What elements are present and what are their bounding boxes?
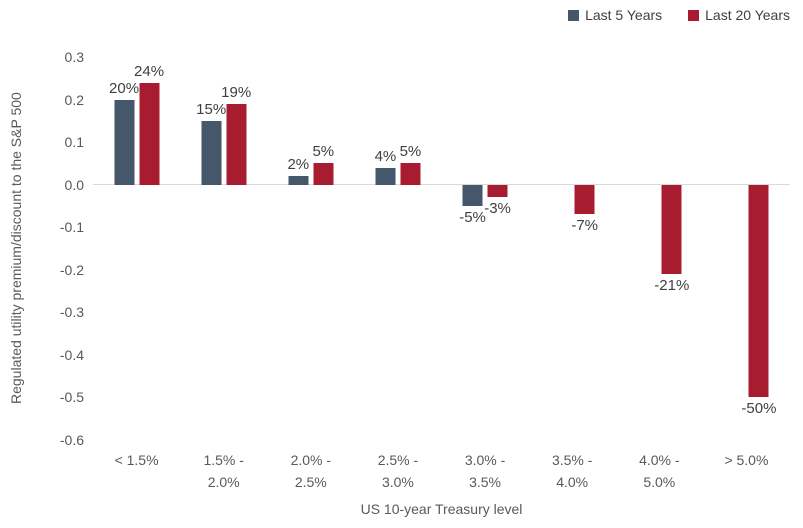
x-tick-label: 2.0% -2.5%: [290, 452, 332, 490]
y-tick-label: -0.5: [59, 389, 84, 406]
x-axis-title: US 10-year Treasury level: [360, 501, 523, 517]
legend: Last 5 Years Last 20 Years: [568, 7, 790, 23]
data-label: 24%: [134, 62, 165, 80]
y-tick-label: 0.2: [64, 91, 84, 108]
bar-last-5-years: [288, 176, 309, 185]
data-label: 5%: [312, 143, 335, 161]
y-tick-label: -0.4: [59, 346, 84, 363]
bar-last-20-years: [661, 184, 682, 275]
x-tick-label: < 1.5%: [114, 452, 159, 468]
bar-last-20-years: [748, 184, 769, 398]
data-label: 5%: [399, 143, 422, 161]
bar-last-5-years: [114, 99, 135, 185]
y-tick-label: -0.6: [59, 432, 84, 448]
data-label: 15%: [196, 100, 227, 118]
category-column: 4% 5%: [354, 57, 441, 440]
y-tick-label: -0.2: [59, 261, 84, 278]
data-label: -7%: [571, 217, 599, 235]
legend-item-last-20-years: Last 20 Years: [688, 7, 790, 23]
category-column: -5% -3%: [442, 57, 529, 440]
category-column: -21%: [616, 57, 703, 440]
category-column: 20% 24%: [93, 57, 180, 440]
category-column: 15% 19%: [180, 57, 267, 440]
bar-last-20-years: [487, 184, 508, 198]
legend-swatch-last-20-years-icon: [688, 9, 700, 21]
x-tick-label: > 5.0%: [724, 452, 769, 468]
plot-area: 20% 24% 15% 19% 2% 5% 4% 5% -5% -3% -7% -21% -50%: [93, 57, 790, 440]
y-axis-tick-labels: 0.3 0.2 0.1 0.0 -0.1 -0.2 -0.3 -0.4 -0.5 -0.6: [0, 49, 84, 448]
bar-last-20-years: [574, 184, 595, 215]
bar-last-5-years: [462, 184, 483, 206]
bar-last-5-years: [201, 120, 222, 185]
data-label: -50%: [741, 400, 777, 418]
y-tick-label: 0.1: [64, 134, 84, 151]
data-label: -5%: [459, 208, 486, 226]
y-tick-label: -0.1: [59, 219, 84, 236]
y-tick-label: 0.3: [64, 49, 84, 65]
bar-last-20-years: [139, 82, 160, 185]
bar-last-20-years: [226, 103, 247, 185]
x-tick-label: 1.5% -2.0%: [203, 452, 244, 490]
x-axis-tick-labels: < 1.5% 1.5% -2.0% 2.0% -2.5% 2.5% -3.0% 3.0%…: [93, 449, 790, 493]
x-tick-label: 3.0% -3.5%: [464, 452, 506, 490]
data-label: 20%: [109, 79, 140, 97]
data-label: 4%: [374, 147, 397, 165]
zero-axis-line: [93, 184, 790, 186]
bar-last-5-years: [375, 167, 396, 185]
legend-label-last-20-years: Last 20 Years: [705, 7, 790, 23]
y-tick-label: -0.3: [59, 304, 84, 321]
x-tick-label: 2.5% -3.0%: [377, 452, 419, 490]
x-tick-label: 3.5% -4.0%: [551, 452, 593, 490]
data-label: -21%: [654, 277, 690, 295]
legend-item-last-5-years: Last 5 Years: [568, 7, 662, 23]
x-tick-label: 4.0% -5.0%: [639, 452, 680, 490]
bar-last-20-years: [313, 163, 334, 185]
bar-last-20-years: [400, 163, 421, 185]
category-column: 2% 5%: [267, 57, 354, 440]
category-column: -50%: [703, 57, 790, 440]
data-label: 19%: [221, 83, 252, 101]
data-label: -3%: [484, 200, 511, 218]
data-label: 2%: [287, 156, 310, 174]
legend-swatch-last-5-years-icon: [568, 9, 580, 21]
category-column: -7%: [529, 57, 616, 440]
legend-label-last-5-years: Last 5 Years: [585, 7, 663, 23]
y-tick-label: 0.0: [64, 176, 84, 193]
